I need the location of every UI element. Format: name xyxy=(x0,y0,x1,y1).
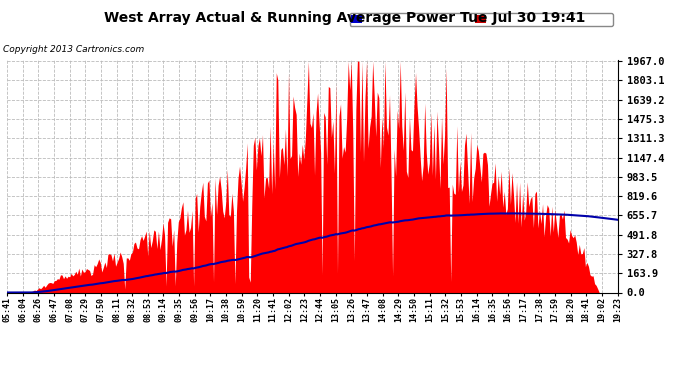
Text: West Array Actual & Running Average Power Tue Jul 30 19:41: West Array Actual & Running Average Powe… xyxy=(104,11,586,25)
Legend: Average  (DC Watts), West Array  (DC Watts): Average (DC Watts), West Array (DC Watts… xyxy=(350,13,613,26)
Text: Copyright 2013 Cartronics.com: Copyright 2013 Cartronics.com xyxy=(3,45,145,54)
